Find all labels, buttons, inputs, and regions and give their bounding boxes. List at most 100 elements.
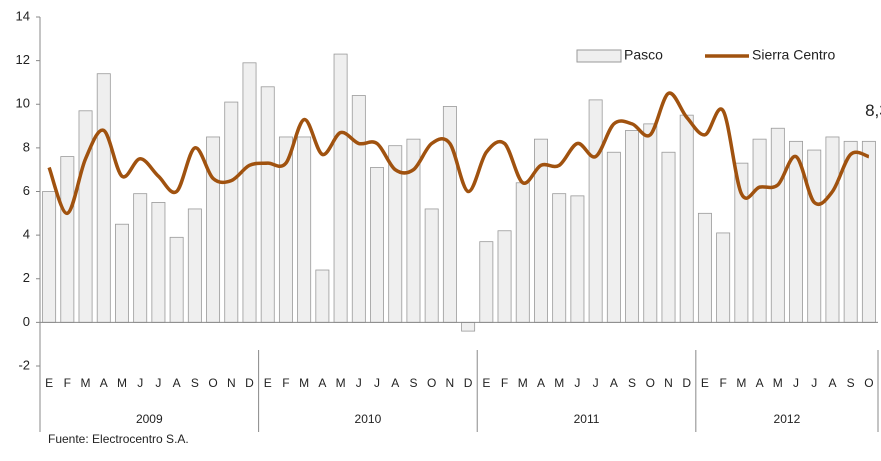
y-tick-label: 4 xyxy=(23,227,30,242)
y-tick-label: 8 xyxy=(23,139,30,154)
bar xyxy=(643,123,658,323)
x-tick-label: S xyxy=(409,376,417,390)
bar xyxy=(861,140,876,323)
bar xyxy=(224,101,239,323)
x-tick-label: S xyxy=(847,376,855,390)
year-label: 2012 xyxy=(774,412,801,426)
x-tick-label: A xyxy=(100,376,108,390)
x-tick-label: D xyxy=(464,376,473,390)
source-note: Fuente: Electrocentro S.A. xyxy=(48,432,189,446)
y-tick-label: 0 xyxy=(23,314,30,329)
bar xyxy=(96,73,111,323)
x-tick-label: F xyxy=(719,376,726,390)
bar xyxy=(479,241,494,323)
line xyxy=(47,91,870,216)
x-tick-label: M xyxy=(554,376,564,390)
bar xyxy=(825,136,840,323)
bar xyxy=(697,212,712,323)
x-tick-label: M xyxy=(736,376,746,390)
x-tick-label: J xyxy=(155,376,161,390)
bar xyxy=(515,182,530,323)
bar xyxy=(424,208,439,323)
x-tick-label: E xyxy=(701,376,709,390)
x-tick-label: D xyxy=(682,376,691,390)
x-tick-label: M xyxy=(299,376,309,390)
x-tick-label: J xyxy=(793,376,799,390)
bar xyxy=(370,167,384,323)
bar xyxy=(588,99,603,323)
bar xyxy=(351,95,366,323)
x-tick-label: J xyxy=(374,376,380,390)
x-tick-label: O xyxy=(646,376,655,390)
x-tick-label: S xyxy=(628,376,636,390)
x-tick-label: M xyxy=(336,376,346,390)
bar xyxy=(133,193,148,323)
legend-swatch xyxy=(576,49,622,63)
bar xyxy=(497,230,512,323)
x-tick-label: A xyxy=(828,376,836,390)
bar xyxy=(206,136,221,323)
x-tick-label: O xyxy=(208,376,217,390)
bar xyxy=(187,208,202,323)
x-tick-label: A xyxy=(391,376,399,390)
bar xyxy=(315,269,330,323)
x-tick-label: A xyxy=(537,376,545,390)
x-tick-label: M xyxy=(81,376,91,390)
y-tick-label: 2 xyxy=(23,270,30,285)
bar xyxy=(115,223,129,323)
x-tick-label: F xyxy=(282,376,289,390)
bar xyxy=(716,232,731,323)
y-tick-label: -2 xyxy=(18,357,30,372)
bar xyxy=(297,136,312,323)
year-label: 2011 xyxy=(574,412,600,426)
x-tick-label: A xyxy=(756,376,764,390)
bar xyxy=(625,130,640,323)
x-tick-label: J xyxy=(593,376,599,390)
bar xyxy=(552,193,567,323)
x-tick-label: M xyxy=(773,376,783,390)
bar xyxy=(78,110,93,323)
bar xyxy=(169,236,184,323)
x-tick-label: N xyxy=(227,376,236,390)
x-tick-label: A xyxy=(610,376,618,390)
x-tick-label: M xyxy=(518,376,528,390)
x-tick-label: A xyxy=(173,376,181,390)
y-tick-label: 14 xyxy=(16,8,30,23)
bar xyxy=(60,156,75,323)
x-tick-label: S xyxy=(191,376,199,390)
year-label: 2010 xyxy=(355,412,382,426)
x-tick-label: O xyxy=(864,376,873,390)
x-tick-label: E xyxy=(264,376,272,390)
x-tick-label: M xyxy=(117,376,127,390)
bar xyxy=(151,202,166,323)
bar xyxy=(606,151,621,323)
bar xyxy=(42,191,57,323)
legend-label: Pasco xyxy=(624,47,663,63)
y-tick-label: 10 xyxy=(16,96,30,111)
x-tick-label: D xyxy=(245,376,254,390)
x-tick-label: J xyxy=(811,376,817,390)
x-tick-label: A xyxy=(318,376,326,390)
x-tick-label: N xyxy=(664,376,673,390)
bar xyxy=(734,162,749,323)
bar xyxy=(807,149,822,323)
x-tick-label: F xyxy=(64,376,71,390)
data-label: 8,3 xyxy=(865,101,881,120)
x-tick-label: E xyxy=(45,376,53,390)
bar xyxy=(843,140,858,323)
bar xyxy=(770,127,785,323)
bar xyxy=(570,195,585,323)
x-tick-label: O xyxy=(427,376,436,390)
x-tick-label: J xyxy=(137,376,143,390)
x-tick-label: J xyxy=(356,376,362,390)
x-tick-label: E xyxy=(482,376,490,390)
x-tick-label: N xyxy=(446,376,455,390)
bar xyxy=(752,138,767,323)
bar xyxy=(679,114,694,323)
bar xyxy=(242,62,257,323)
legend-label: Sierra Centro xyxy=(752,47,835,63)
y-tick-label: 12 xyxy=(16,52,30,67)
x-tick-label: F xyxy=(501,376,508,390)
bar xyxy=(260,86,275,323)
